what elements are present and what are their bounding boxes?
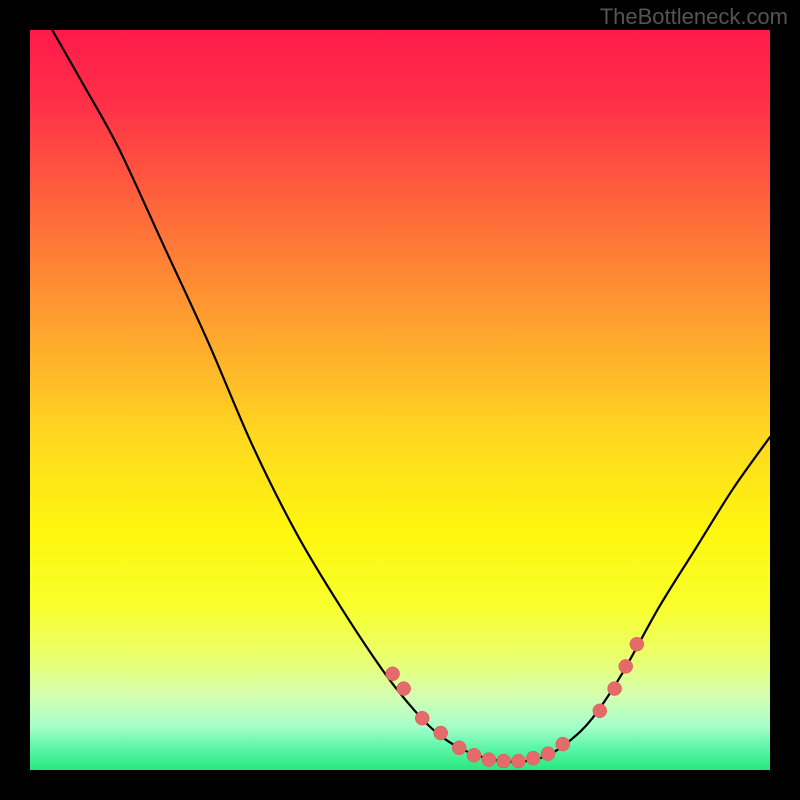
data-marker bbox=[619, 659, 633, 673]
data-marker bbox=[397, 682, 411, 696]
data-marker bbox=[556, 737, 570, 751]
data-marker bbox=[608, 682, 622, 696]
data-marker bbox=[526, 751, 540, 765]
data-marker bbox=[452, 741, 466, 755]
data-marker bbox=[593, 704, 607, 718]
data-marker bbox=[511, 754, 525, 768]
chart-svg bbox=[30, 30, 770, 770]
chart-background bbox=[30, 30, 770, 770]
data-marker bbox=[630, 637, 644, 651]
data-marker bbox=[541, 747, 555, 761]
data-marker bbox=[497, 754, 511, 768]
watermark-text: TheBottleneck.com bbox=[600, 4, 788, 30]
data-marker bbox=[482, 753, 496, 767]
chart-plot-area bbox=[30, 30, 770, 770]
data-marker bbox=[386, 667, 400, 681]
data-marker bbox=[434, 726, 448, 740]
data-marker bbox=[415, 711, 429, 725]
data-marker bbox=[467, 748, 481, 762]
